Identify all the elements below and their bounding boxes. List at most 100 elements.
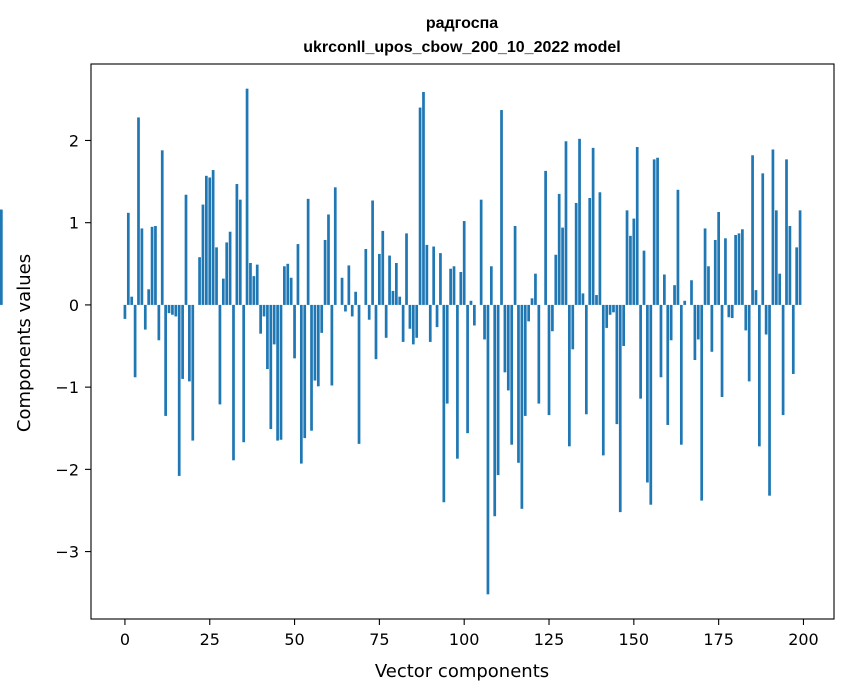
bar: [347, 265, 351, 305]
chart-title: радгоспа: [426, 15, 498, 32]
bar: [601, 304, 605, 456]
bar: [283, 266, 286, 305]
bar: [171, 304, 174, 315]
bar: [398, 296, 402, 305]
bar: [564, 141, 568, 305]
x-tick-label: 175: [703, 630, 734, 649]
bar: [408, 304, 412, 329]
bar: [228, 231, 232, 305]
bar: [517, 304, 520, 463]
bar: [622, 304, 626, 347]
bar: [269, 304, 273, 430]
bar: [126, 212, 130, 305]
bar: [137, 117, 140, 305]
bar: [354, 291, 357, 305]
bar: [663, 274, 666, 305]
bar: [584, 304, 588, 415]
bar: [323, 239, 327, 305]
bar: [473, 304, 476, 326]
bar: [415, 304, 419, 338]
bar: [639, 304, 642, 399]
bar: [574, 202, 578, 305]
bar: [489, 266, 493, 305]
bar: [764, 304, 768, 335]
bar: [513, 225, 517, 305]
bar: [218, 304, 222, 405]
bar: [588, 198, 592, 305]
bar: [551, 304, 554, 332]
bar: [503, 304, 507, 373]
bar: [693, 304, 697, 360]
bar: [791, 304, 795, 374]
bar: [673, 285, 676, 305]
bar: [656, 157, 659, 305]
bar: [374, 304, 378, 360]
bar: [428, 304, 432, 342]
bar: [378, 253, 381, 305]
bar: [235, 184, 239, 305]
bar: [493, 304, 497, 517]
bar: [208, 177, 212, 305]
bar: [758, 304, 761, 447]
bar: [255, 264, 259, 305]
bar: [123, 304, 127, 319]
bar: [204, 175, 208, 305]
bar: [184, 194, 188, 305]
bar: [252, 276, 256, 305]
bar: [798, 210, 802, 305]
bar: [785, 159, 788, 305]
bar: [140, 228, 144, 305]
bar: [276, 304, 279, 441]
bar: [741, 229, 744, 305]
bar: [310, 304, 313, 431]
bar: [761, 173, 765, 305]
bar: [174, 304, 178, 317]
bar: [591, 147, 595, 305]
bar: [164, 304, 167, 416]
bars-group: [0, 88, 802, 595]
bar: [340, 277, 344, 305]
x-tick-label: 25: [200, 630, 220, 649]
bar: [147, 289, 151, 305]
bar: [632, 218, 636, 305]
bar: [466, 304, 469, 434]
bar: [405, 233, 408, 305]
bar: [774, 210, 778, 305]
x-tick-label: 150: [619, 630, 650, 649]
bar: [520, 304, 524, 509]
bar: [469, 300, 473, 305]
bar: [568, 304, 571, 447]
bar: [612, 304, 615, 313]
bar: [523, 304, 527, 416]
bar: [221, 278, 225, 305]
y-axis-label: Components values: [14, 254, 35, 432]
chart-subtitle: ukrconll_upos_cbow_200_10_2022 model: [303, 39, 620, 56]
bar: [659, 304, 663, 378]
x-axis-label: Vector components: [375, 661, 549, 682]
bar: [445, 304, 449, 404]
bar: [547, 304, 551, 416]
bar: [462, 221, 466, 305]
bar: [690, 280, 693, 305]
bar: [259, 304, 262, 334]
x-tick-label: 200: [788, 630, 819, 649]
bar: [215, 247, 218, 305]
y-tick-label: −1: [55, 378, 79, 397]
y-tick-label: 2: [69, 131, 79, 150]
bar: [734, 235, 737, 305]
bar: [296, 244, 300, 305]
bar: [432, 246, 436, 305]
bar: [679, 304, 683, 445]
bar: [530, 298, 534, 305]
bar: [781, 304, 785, 416]
bar: [167, 304, 171, 314]
bar: [483, 304, 486, 340]
bar: [350, 304, 354, 317]
bar: [303, 304, 307, 439]
bar: [435, 304, 439, 328]
bar: [676, 189, 680, 305]
bar: [605, 304, 609, 328]
bar: [737, 233, 741, 305]
bar: [143, 304, 147, 330]
bar: [160, 150, 164, 305]
